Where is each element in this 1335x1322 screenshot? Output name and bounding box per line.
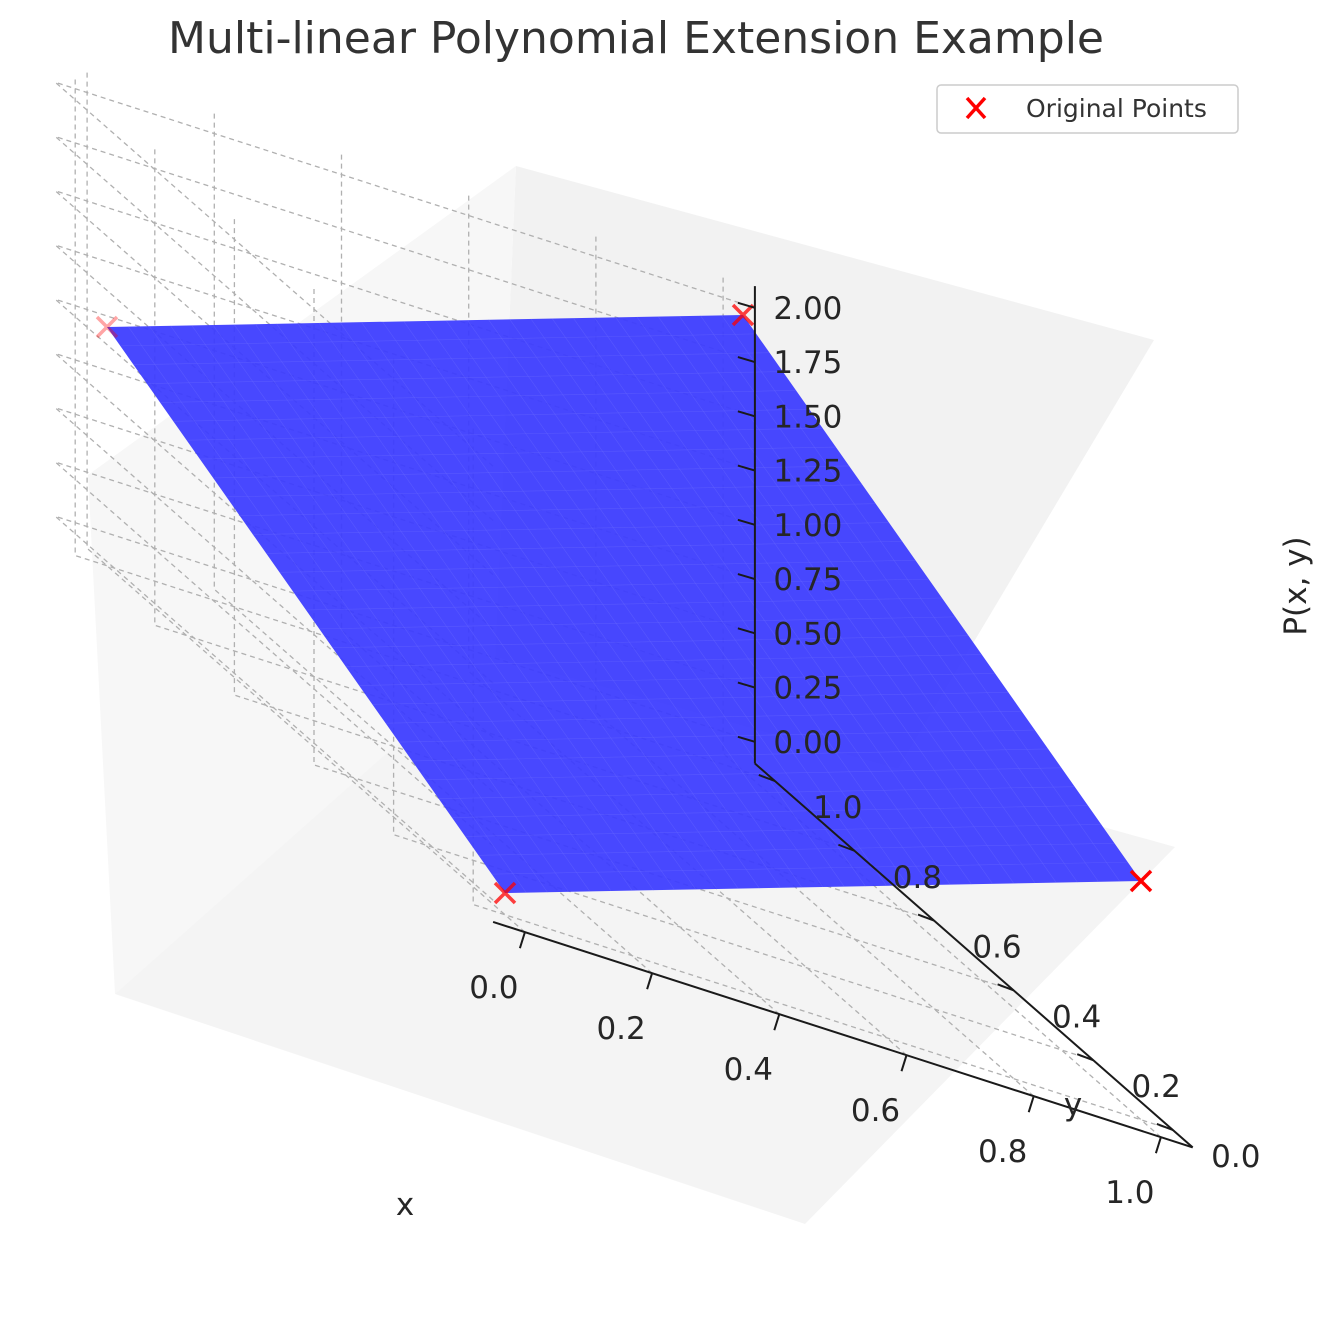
surface-mesh-line	[700, 315, 1099, 882]
x-tick-label: 0.6	[851, 1093, 900, 1129]
y-tick-label: 0.8	[893, 860, 942, 896]
y-tick-mark	[1076, 1053, 1094, 1062]
y-tick-label: 0.0	[1211, 1139, 1260, 1175]
data-point-marker	[731, 303, 755, 327]
x-tick-mark	[1154, 1136, 1162, 1154]
z-tick-label: 0.25	[773, 671, 842, 707]
z-tick-mark	[737, 681, 756, 689]
grid-line-x	[340, 152, 780, 1015]
x-axis-line	[492, 920, 1194, 1149]
z-tick-label: 0.75	[773, 562, 842, 598]
data-point-stroke	[731, 303, 755, 327]
z-tick-label: 1.75	[773, 345, 842, 381]
surface-mesh-line	[146, 371, 783, 384]
grid-line-z	[54, 81, 756, 467]
z-tick-label: 2.00	[773, 291, 842, 327]
surface-mesh-line	[721, 315, 1121, 882]
x-tick-label: 0.2	[596, 1011, 645, 1047]
y-axis-label: y	[1064, 1087, 1082, 1123]
z-tick-mark	[737, 464, 756, 472]
x-axis-label: x	[396, 1187, 414, 1223]
chart-title: Multi-linear Polynomial Extension Exampl…	[168, 13, 1104, 64]
z-tick-mark	[737, 573, 756, 581]
surface-mesh-line	[120, 333, 757, 347]
z-tick-mark	[737, 301, 756, 309]
surface-plot	[107, 315, 1141, 893]
y-tick-mark	[838, 843, 855, 852]
data-point-stroke	[95, 315, 119, 339]
data-point-marker	[493, 881, 517, 905]
data-point-marker	[1129, 869, 1153, 893]
surface-mesh-line	[679, 316, 1078, 883]
surface-mesh-line	[133, 352, 770, 366]
axes: 0.0 0.2 0.4 0.6 0.8 1.0 0.0 0.2 0.4 0.6 0.8 1.0 0.00…	[469, 286, 1260, 1211]
y-axis-line	[754, 762, 1194, 1149]
x-tick-label: 0.0	[469, 970, 518, 1006]
x-tick-mark	[773, 1013, 781, 1031]
legend-label-original-points: Original Points	[1026, 94, 1207, 123]
legend-marker-x-icon	[965, 96, 987, 120]
grid-line-x	[86, 70, 526, 933]
y-tick-mark	[1156, 1123, 1174, 1131]
surface-mesh-line	[173, 409, 810, 422]
data-point-marker	[95, 315, 119, 339]
legend: Original Points	[936, 84, 1239, 134]
z-tick-label: 0.00	[773, 725, 842, 761]
x-tick-mark	[900, 1054, 908, 1072]
y-tick-label: 0.6	[972, 930, 1021, 966]
z-tick-mark	[737, 735, 756, 743]
data-point-stroke	[1129, 869, 1153, 893]
z-tick-mark	[737, 627, 756, 635]
y-tick-label: 0.4	[1052, 999, 1101, 1035]
z-tick-label: 1.50	[773, 399, 842, 435]
x-tick-label: 0.8	[978, 1134, 1027, 1170]
grid-line-z	[54, 135, 756, 521]
data-point-stroke	[493, 881, 517, 905]
z-tick-label: 0.50	[773, 616, 842, 652]
y-tick-mark	[917, 913, 935, 922]
y-tick-label: 1.0	[813, 790, 862, 826]
z-tick-label: 1.00	[773, 508, 842, 544]
surface-mesh-line	[160, 390, 797, 403]
x-tick-mark	[1027, 1095, 1035, 1113]
original-points	[95, 303, 1153, 905]
y-tick-mark	[997, 983, 1014, 992]
grid-line-x	[213, 111, 653, 974]
x-tick-label: 0.4	[724, 1052, 773, 1088]
z-tick-mark	[737, 356, 756, 364]
z-tick-mark	[737, 410, 756, 418]
surface-mesh-line	[657, 316, 1057, 883]
data-point-stroke	[95, 315, 119, 339]
x-tick-mark	[518, 931, 526, 949]
z-tick-label: 1.25	[773, 454, 842, 490]
y-tick-mark	[758, 774, 776, 782]
z-tick-mark	[737, 518, 756, 526]
z-axis-label: P(x, y)	[1278, 536, 1314, 635]
y-tick-label: 0.2	[1132, 1069, 1181, 1105]
x-tick-label: 1.0	[1105, 1175, 1154, 1211]
x-tick-mark	[646, 972, 654, 990]
legend-box	[936, 84, 1239, 134]
